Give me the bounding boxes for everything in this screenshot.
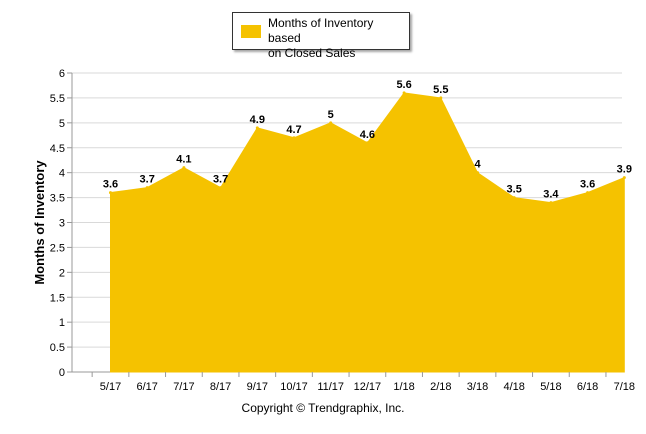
data-point [476,171,479,175]
data-label: 4.6 [360,129,375,141]
data-point [292,136,296,140]
x-tick-label: 7/18 [614,381,635,393]
y-tick-label: 4 [59,168,65,180]
y-tick-label: 3 [59,218,65,230]
legend-label: Months of Inventory based on Closed Sale… [268,16,408,61]
data-label: 4.1 [176,154,191,166]
data-label: 3.5 [507,184,522,196]
x-tick-label: 7/17 [173,381,194,393]
data-point [145,186,149,190]
x-tick-label: 6/17 [136,381,157,393]
x-tick-label: 5/18 [540,381,561,393]
x-tick-label: 12/17 [354,381,382,393]
data-point [365,141,369,145]
y-tick-label: 5 [59,118,65,130]
data-label: 5.5 [433,84,448,96]
x-tick-label: 4/18 [503,381,524,393]
y-tick-label: 0 [59,367,65,379]
y-tick-label: 6 [59,68,65,80]
data-point [586,191,590,195]
x-tick-label: 1/18 [393,381,414,393]
y-tick-label: 1 [59,317,65,329]
y-tick-label: 4.5 [50,143,65,155]
data-point [622,176,626,180]
data-label: 3.9 [617,164,632,176]
data-point [255,126,259,130]
copyright-footer: Copyright © Trendgraphix, Inc. [241,401,405,415]
x-tick-label: 8/17 [210,381,231,393]
data-label: 4.9 [250,114,265,126]
data-point [549,201,553,205]
data-label: 5.6 [396,79,411,91]
y-tick-label: 0.5 [50,342,65,354]
y-tick-label: 2.5 [50,242,65,254]
x-tick-label: 3/18 [467,381,488,393]
legend: Months of Inventory based on Closed Sale… [232,12,410,60]
data-label: 3.7 [140,174,155,186]
data-label: 4 [474,159,481,171]
x-tick-label: 9/17 [247,381,268,393]
y-tick-label: 1.5 [50,292,65,304]
y-axis-title: Months of Inventory [32,160,47,285]
x-tick-label: 11/17 [317,381,344,393]
x-tick-label: 5/17 [100,381,121,393]
y-tick-label: 3.5 [50,193,65,205]
data-point [512,196,516,200]
data-label: 3.6 [580,179,595,191]
data-point [439,96,443,100]
legend-label-line-2: on Closed Sales [268,46,356,60]
data-point [182,166,186,170]
legend-swatch [241,25,261,38]
data-label: 5 [328,109,334,121]
series-area [110,92,625,373]
legend-label-line-1: Months of Inventory based [268,16,374,45]
data-label: 3.7 [213,174,228,186]
x-tick-label: 10/17 [280,381,308,393]
y-tick-label: 5.5 [50,93,65,105]
data-label: 4.7 [286,124,301,136]
data-point [329,121,333,125]
data-point [109,191,112,195]
data-label: 3.4 [543,189,559,201]
x-tick-label: 2/18 [430,381,451,393]
x-tick-label: 6/18 [577,381,598,393]
y-tick-label: 2 [59,267,65,279]
data-label: 3.6 [103,179,118,191]
data-point [402,91,406,95]
data-point [219,186,223,190]
